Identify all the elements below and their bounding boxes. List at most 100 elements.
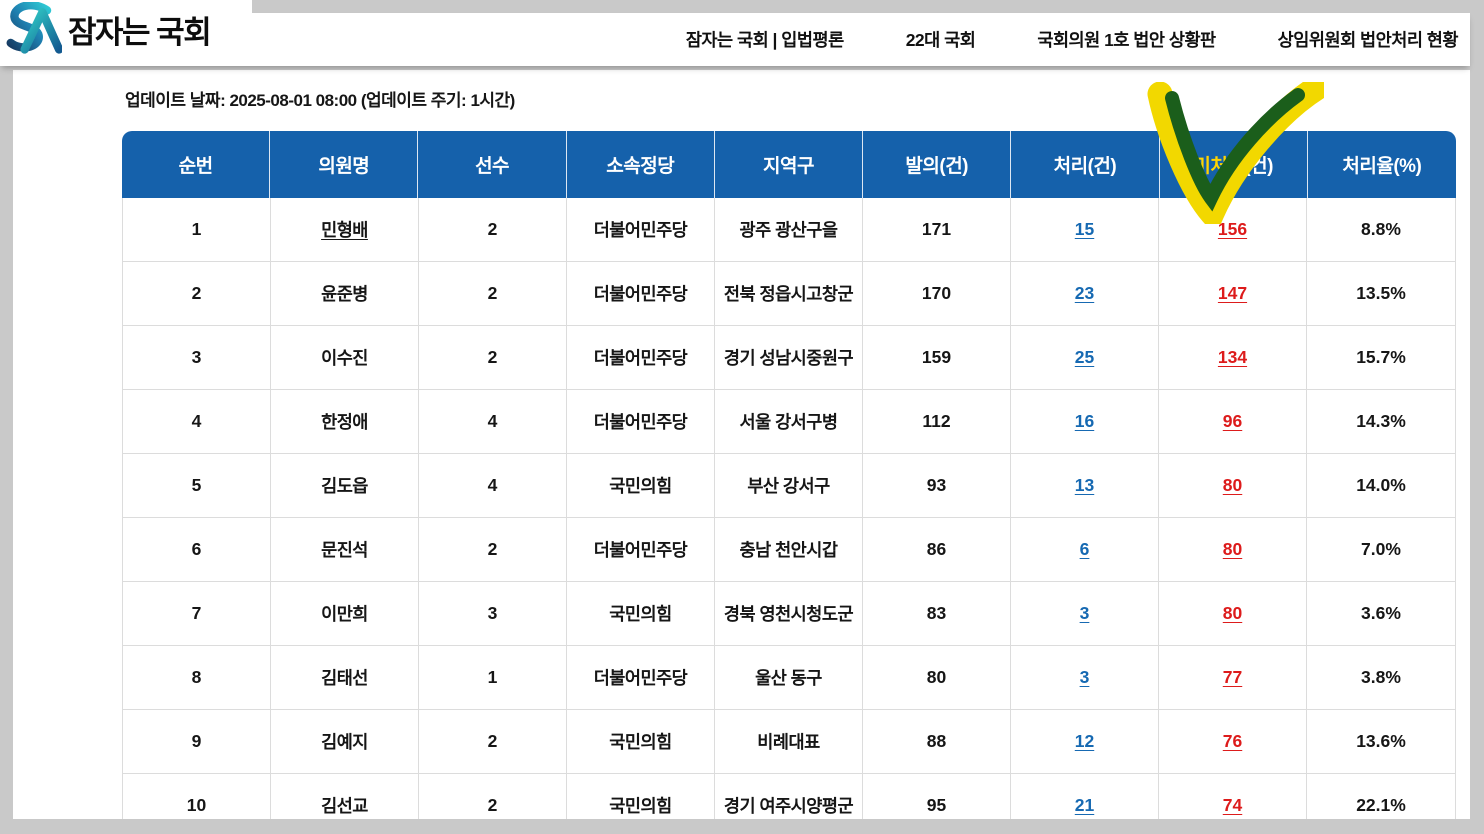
rate-cell: 3.8% (1361, 667, 1401, 687)
member-name-link[interactable]: 민형배 (321, 220, 368, 240)
unprocessed-count-link[interactable]: 80 (1222, 475, 1243, 495)
unprocessed-highlight-text: 미처리 (1193, 156, 1245, 177)
processed-count-link[interactable]: 21 (1074, 795, 1095, 815)
col-header-name: 의원명 (270, 131, 419, 198)
member-name-link[interactable]: 이만희 (321, 604, 368, 624)
name-cell: 김예지 (271, 710, 419, 773)
member-name-link[interactable]: 이수진 (321, 348, 368, 368)
table-body: 1 민형배 2 더불어민주당 광주 광산구을 171 15 156 8.8% 2… (122, 198, 1456, 819)
member-name-link[interactable]: 문진석 (321, 540, 368, 560)
terms-cell: 1 (419, 646, 567, 709)
col-header-unprocessed: 미처리 (건) (1160, 131, 1308, 198)
district-cell: 경기 성남시중원구 (715, 326, 863, 389)
district-cell: 경북 영천시청도군 (715, 582, 863, 645)
district-cell: 광주 광산구을 (715, 198, 863, 261)
rank-cell: 2 (123, 262, 271, 325)
name-cell: 이만희 (271, 582, 419, 645)
terms-cell: 2 (419, 198, 567, 261)
party-cell: 국민의힘 (567, 774, 715, 819)
party-cell: 더불어민주당 (567, 262, 715, 325)
unprocessed-cell: 74 (1159, 774, 1307, 819)
unprocessed-count-link[interactable]: 76 (1222, 731, 1243, 751)
name-cell: 김도읍 (271, 454, 419, 517)
unprocessed-count-link[interactable]: 80 (1222, 603, 1243, 623)
rank-cell: 6 (123, 518, 271, 581)
member-name-link[interactable]: 김도읍 (321, 476, 368, 496)
processed-count-link[interactable]: 13 (1074, 475, 1095, 495)
unprocessed-cell: 147 (1159, 262, 1307, 325)
processed-count-link[interactable]: 3 (1079, 667, 1090, 687)
rate-cell: 3.6% (1361, 603, 1401, 623)
rate-cell: 13.5% (1356, 283, 1406, 303)
processed-cell: 3 (1011, 646, 1159, 709)
processed-cell: 3 (1011, 582, 1159, 645)
proposed-cell: 80 (863, 646, 1011, 709)
processed-count-link[interactable]: 3 (1079, 603, 1090, 623)
processed-count-link[interactable]: 12 (1074, 731, 1095, 751)
party-cell: 더불어민주당 (567, 198, 715, 261)
unprocessed-count-link[interactable]: 96 (1222, 411, 1243, 431)
rank-cell: 1 (123, 198, 271, 261)
terms-cell: 2 (419, 710, 567, 773)
proposed-cell: 95 (863, 774, 1011, 819)
processed-cell: 25 (1011, 326, 1159, 389)
processed-cell: 23 (1011, 262, 1159, 325)
name-cell: 김태선 (271, 646, 419, 709)
site-title: 잠자는 국회 (68, 14, 212, 50)
name-cell: 김선교 (271, 774, 419, 819)
nav-item-assembly22[interactable]: 22대 국회 (905, 30, 976, 50)
terms-cell: 4 (419, 390, 567, 453)
unprocessed-cell: 76 (1159, 710, 1307, 773)
party-cell: 더불어민주당 (567, 646, 715, 709)
processed-count-link[interactable]: 16 (1074, 411, 1095, 431)
unprocessed-count-link[interactable]: 77 (1222, 667, 1243, 687)
name-cell: 민형배 (271, 198, 419, 261)
processed-count-link[interactable]: 15 (1074, 219, 1095, 239)
logo[interactable]: 잠자는 국회 (0, 0, 252, 58)
processed-count-link[interactable]: 25 (1074, 347, 1095, 367)
proposed-cell: 170 (863, 262, 1011, 325)
member-name-link[interactable]: 윤준병 (321, 284, 368, 304)
unprocessed-cell: 77 (1159, 646, 1307, 709)
processed-count-link[interactable]: 23 (1074, 283, 1095, 303)
member-name-link[interactable]: 김예지 (321, 732, 368, 752)
party-cell: 더불어민주당 (567, 518, 715, 581)
unprocessed-cell: 80 (1159, 518, 1307, 581)
unprocessed-count-link[interactable]: 80 (1222, 539, 1243, 559)
name-cell: 이수진 (271, 326, 419, 389)
unprocessed-count-link[interactable]: 134 (1217, 347, 1248, 367)
party-cell: 더불어민주당 (567, 326, 715, 389)
rank-cell: 5 (123, 454, 271, 517)
nav-item-first-bill[interactable]: 국회의원 1호 법안 상황판 (1037, 30, 1216, 50)
table-row: 7 이만희 3 국민의힘 경북 영천시청도군 83 3 80 3.6% (123, 582, 1455, 646)
processed-count-link[interactable]: 6 (1079, 539, 1090, 559)
table-row: 1 민형배 2 더불어민주당 광주 광산구을 171 15 156 8.8% (123, 198, 1455, 262)
table-row: 5 김도읍 4 국민의힘 부산 강서구 93 13 80 14.0% (123, 454, 1455, 518)
logo-sa-icon (6, 2, 62, 54)
unprocessed-cell: 156 (1159, 198, 1307, 261)
nav-item-review[interactable]: 잠자는 국회 | 입법평론 (685, 30, 844, 50)
district-cell: 부산 강서구 (715, 454, 863, 517)
update-info: 업데이트 날짜: 2025-08-01 08:00 (업데이트 주기: 1시간) (125, 91, 515, 110)
rank-cell: 3 (123, 326, 271, 389)
member-name-link[interactable]: 한정애 (321, 412, 368, 432)
unprocessed-count-link[interactable]: 156 (1217, 219, 1248, 239)
rank-cell: 8 (123, 646, 271, 709)
table-row: 3 이수진 2 더불어민주당 경기 성남시중원구 159 25 134 15.7… (123, 326, 1455, 390)
table-row: 8 김태선 1 더불어민주당 울산 동구 80 3 77 3.8% (123, 646, 1455, 710)
col-header-proposed: 발의(건) (863, 131, 1012, 198)
proposed-cell: 83 (863, 582, 1011, 645)
member-name-link[interactable]: 김선교 (321, 796, 368, 816)
unprocessed-count-link[interactable]: 74 (1222, 795, 1243, 815)
district-cell: 비례대표 (715, 710, 863, 773)
district-cell: 울산 동구 (715, 646, 863, 709)
col-header-party: 소속정당 (567, 131, 715, 198)
name-cell: 문진석 (271, 518, 419, 581)
terms-cell: 2 (419, 518, 567, 581)
member-name-link[interactable]: 김태선 (321, 668, 368, 688)
unprocessed-unit-text: (건) (1244, 156, 1273, 177)
unprocessed-count-link[interactable]: 147 (1217, 283, 1248, 303)
terms-cell: 2 (419, 326, 567, 389)
nav-item-committee[interactable]: 상임위원회 법안처리 현황 (1277, 30, 1459, 50)
party-cell: 국민의힘 (567, 710, 715, 773)
